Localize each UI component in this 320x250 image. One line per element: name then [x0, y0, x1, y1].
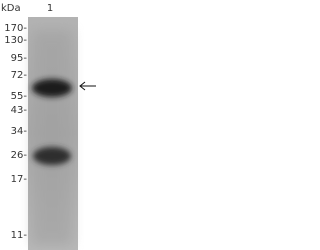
marker-label: 26- [11, 150, 28, 161]
arrow-head [79, 81, 86, 91]
marker-label: 17- [11, 174, 28, 185]
western-blot: kDa 1 170-130- 95- 72- 55- 43- 34- 26- 17- 11- [1, 3, 96, 250]
marker-label: 11- [11, 230, 28, 241]
marker-labels: 170-130- 95- 72- 55- 43- 34- 26- 17- 11- [4, 23, 27, 241]
band [33, 147, 71, 165]
marker-label: 34- [11, 126, 28, 137]
unit-label: kDa [1, 3, 21, 14]
lane-smear [32, 30, 72, 245]
lane-label: 1 [47, 3, 53, 14]
marker-label: 170- [4, 23, 27, 34]
marker-label: 95- [11, 53, 28, 64]
marker-label: 130- [4, 35, 27, 46]
band [32, 79, 72, 97]
marker-label: 72- [11, 70, 28, 81]
page: kDa 1 170-130-95-72-55-43-34-26-17-11- (… [0, 0, 98, 250]
marker-label: 55- [11, 91, 28, 102]
marker-label: 43- [11, 105, 28, 116]
